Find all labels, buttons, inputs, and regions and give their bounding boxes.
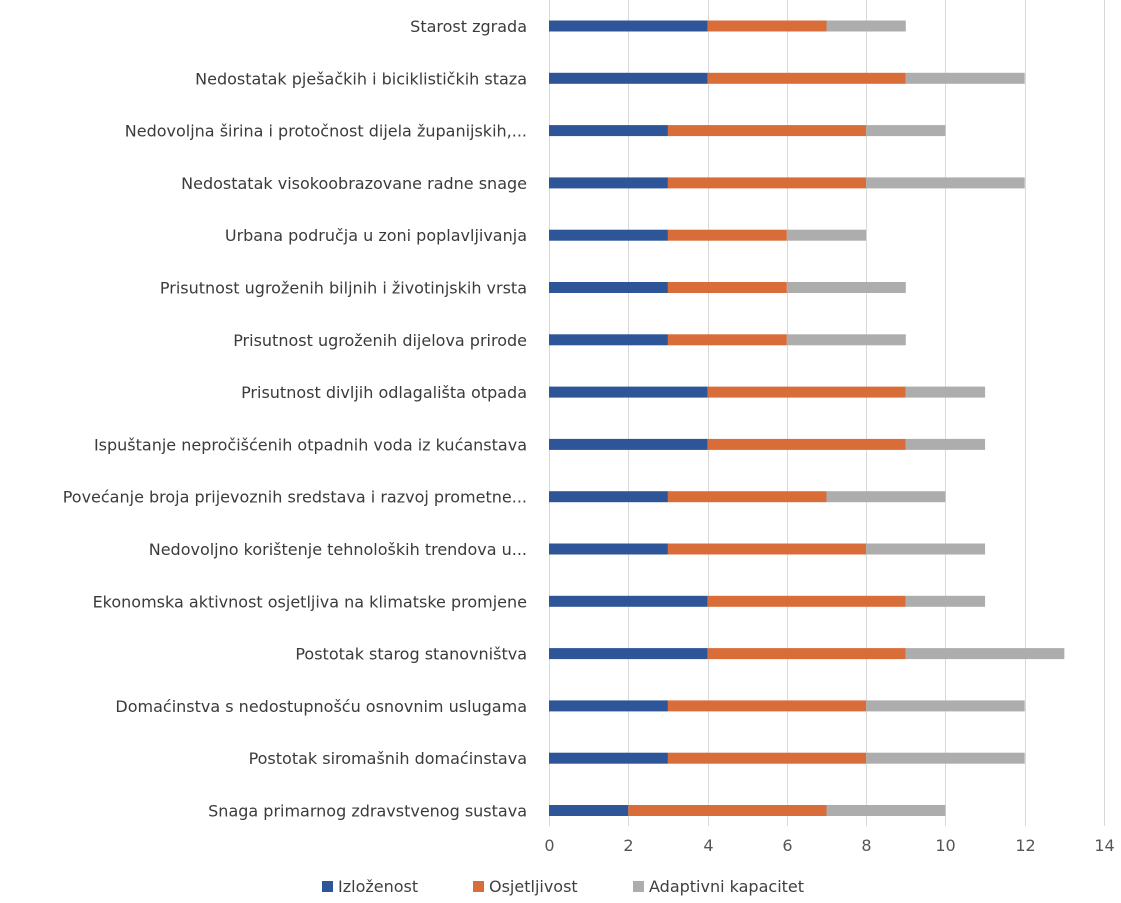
bar-segment-3 xyxy=(826,20,906,32)
bar-segment-1 xyxy=(549,438,708,450)
legend-swatch xyxy=(633,881,644,892)
x-axis-tick-labels: 0 2 4 6 8 10 12 14 xyxy=(544,836,1114,855)
bar-segment-3 xyxy=(905,595,986,607)
bar-segment-2 xyxy=(667,177,867,189)
legend-label: Osjetljivost xyxy=(489,877,578,896)
bar-segment-1 xyxy=(549,386,708,398)
x-tick-label: 2 xyxy=(623,836,633,855)
bar-segment-2 xyxy=(667,229,787,241)
x-tick-label: 10 xyxy=(935,836,955,855)
bar-segment-3 xyxy=(826,491,946,503)
bar-segment-1 xyxy=(549,20,708,32)
bar-segment-2 xyxy=(707,72,906,84)
category-labels: Starost zgrada Nedostatak pješačkih i bic… xyxy=(63,17,527,821)
bar-segment-3 xyxy=(786,229,867,241)
bar-segment-2 xyxy=(667,125,867,137)
category-label: Domaćinstva s nedostupnošću osnovnim usl… xyxy=(115,697,527,716)
x-tick-label: 14 xyxy=(1094,836,1114,855)
bar-segment-3 xyxy=(866,177,1025,189)
category-label: Snaga primarnog zdravstvenog sustava xyxy=(208,802,527,821)
category-label: Prisutnost divljih odlagališta otpada xyxy=(241,383,527,402)
category-label: Nedostatak pješačkih i biciklističkih st… xyxy=(195,69,527,88)
bar-segment-3 xyxy=(905,386,986,398)
bar-segment-3 xyxy=(866,125,946,137)
legend-swatch xyxy=(322,881,333,892)
category-label: Nedovoljna širina i protočnost dijela žu… xyxy=(125,122,527,141)
bar-segment-3 xyxy=(786,282,906,293)
legend-label: Adaptivni kapacitet xyxy=(649,877,804,896)
legend: Izloženost Osjetljivost Adaptivni kapacite… xyxy=(322,877,804,896)
bar-segment-1 xyxy=(549,334,668,346)
bar-segment-2 xyxy=(667,491,827,503)
x-tick-label: 12 xyxy=(1015,836,1035,855)
category-label: Nedovoljno korištenje tehnoloških trendo… xyxy=(149,540,527,559)
category-label: Prisutnost ugroženih dijelova prirode xyxy=(233,331,527,350)
category-label: Nedostatak visokoobrazovane radne snage xyxy=(181,174,527,193)
bar-segment-1 xyxy=(549,177,668,189)
bar-segment-2 xyxy=(667,543,867,555)
bar-segment-1 xyxy=(549,282,668,293)
bar-segment-3 xyxy=(866,752,1025,764)
gridlines xyxy=(549,0,1105,826)
bar-segment-1 xyxy=(549,752,668,764)
bar-segment-2 xyxy=(707,648,906,660)
bar-segment-1 xyxy=(549,700,668,712)
bar-segment-3 xyxy=(905,438,986,450)
category-label: Postotak siromašnih domaćinstava xyxy=(249,749,527,768)
x-tick-label: 4 xyxy=(703,836,713,855)
bar-segment-2 xyxy=(707,595,906,607)
bar-segment-1 xyxy=(549,648,708,660)
category-label: Prisutnost ugroženih biljnih i životinjs… xyxy=(160,279,527,298)
bar-segment-3 xyxy=(866,543,986,555)
bar-segment-1 xyxy=(549,595,708,607)
category-label: Ekonomska aktivnost osjetljiva na klimat… xyxy=(93,592,527,611)
bar-segment-2 xyxy=(667,334,787,346)
bar-segment-1 xyxy=(549,805,629,816)
bar-segment-2 xyxy=(707,386,906,398)
bar-segment-1 xyxy=(549,543,668,555)
bar-segment-3 xyxy=(905,72,1025,84)
bar-segment-1 xyxy=(549,125,668,137)
bar-segment-1 xyxy=(549,72,708,84)
legend-label: Izloženost xyxy=(338,877,418,896)
bar-segment-2 xyxy=(667,700,867,712)
bars xyxy=(549,20,1065,816)
bar-segment-3 xyxy=(786,334,906,346)
bar-segment-3 xyxy=(905,648,1065,660)
x-tick-label: 8 xyxy=(861,836,871,855)
x-tick-label: 0 xyxy=(544,836,554,855)
category-label: Ispuštanje nepročišćenih otpadnih voda i… xyxy=(94,435,527,454)
category-label: Urbana područja u zoni poplavljivanja xyxy=(225,226,527,245)
bar-segment-2 xyxy=(667,282,787,293)
bar-segment-3 xyxy=(866,700,1025,712)
bar-segment-2 xyxy=(707,20,827,32)
bar-segment-3 xyxy=(826,805,946,816)
bar-segment-2 xyxy=(667,752,867,764)
category-label: Starost zgrada xyxy=(410,17,527,36)
bar-segment-2 xyxy=(628,805,827,816)
bar-segment-1 xyxy=(549,491,668,503)
category-label: Povećanje broja prijevoznih sredstava i … xyxy=(63,488,527,507)
bar-segment-1 xyxy=(549,229,668,241)
category-label: Postotak starog stanovništva xyxy=(295,645,527,664)
x-tick-label: 6 xyxy=(782,836,792,855)
legend-swatch xyxy=(473,881,484,892)
bar-segment-2 xyxy=(707,438,906,450)
